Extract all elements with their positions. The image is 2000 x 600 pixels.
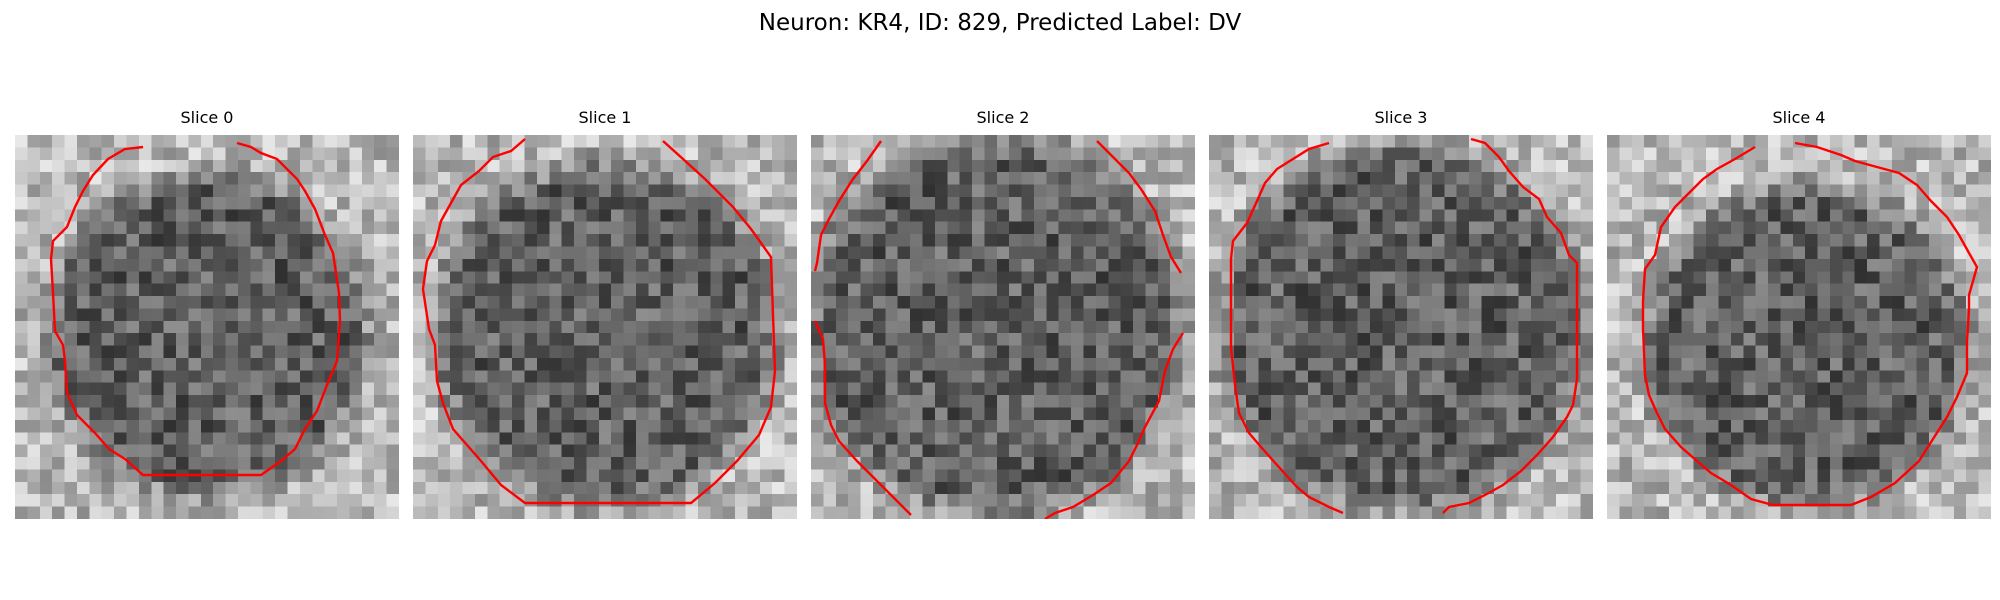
pixel-grid-3: [1209, 135, 1593, 519]
contour-line-3: [1229, 141, 1344, 515]
slice-image-4: [1607, 135, 1991, 519]
slice-image-2: [811, 135, 1195, 519]
figure-title: Neuron: KR4, ID: 829, Predicted Label: D…: [758, 10, 1242, 36]
slice-title-0: Slice 0: [180, 108, 234, 127]
pixel-grid-4: [1607, 135, 1991, 519]
slice-title-4: Slice 4: [1772, 108, 1826, 127]
contour-line-2: [813, 140, 882, 272]
contour-line-1: [421, 138, 777, 505]
slice-image-3: [1209, 135, 1593, 519]
slice-image-1: [413, 135, 797, 519]
slice-title-3: Slice 3: [1374, 108, 1428, 127]
slice-title-2: Slice 2: [976, 108, 1030, 127]
slice-image-0: [15, 135, 399, 519]
contour-line-2d: [1044, 332, 1185, 519]
contour-line-3b: [1442, 137, 1579, 514]
slice-title-1: Slice 1: [578, 108, 632, 127]
contour-line-4: [1641, 141, 1979, 507]
contour-line-2c: [813, 320, 912, 516]
pixel-grid-2: [811, 135, 1195, 519]
contour-line-2b: [1096, 140, 1183, 274]
contour-line-0: [49, 141, 342, 477]
pixel-grid-1: [413, 135, 797, 519]
pixel-grid-0: [15, 135, 399, 519]
